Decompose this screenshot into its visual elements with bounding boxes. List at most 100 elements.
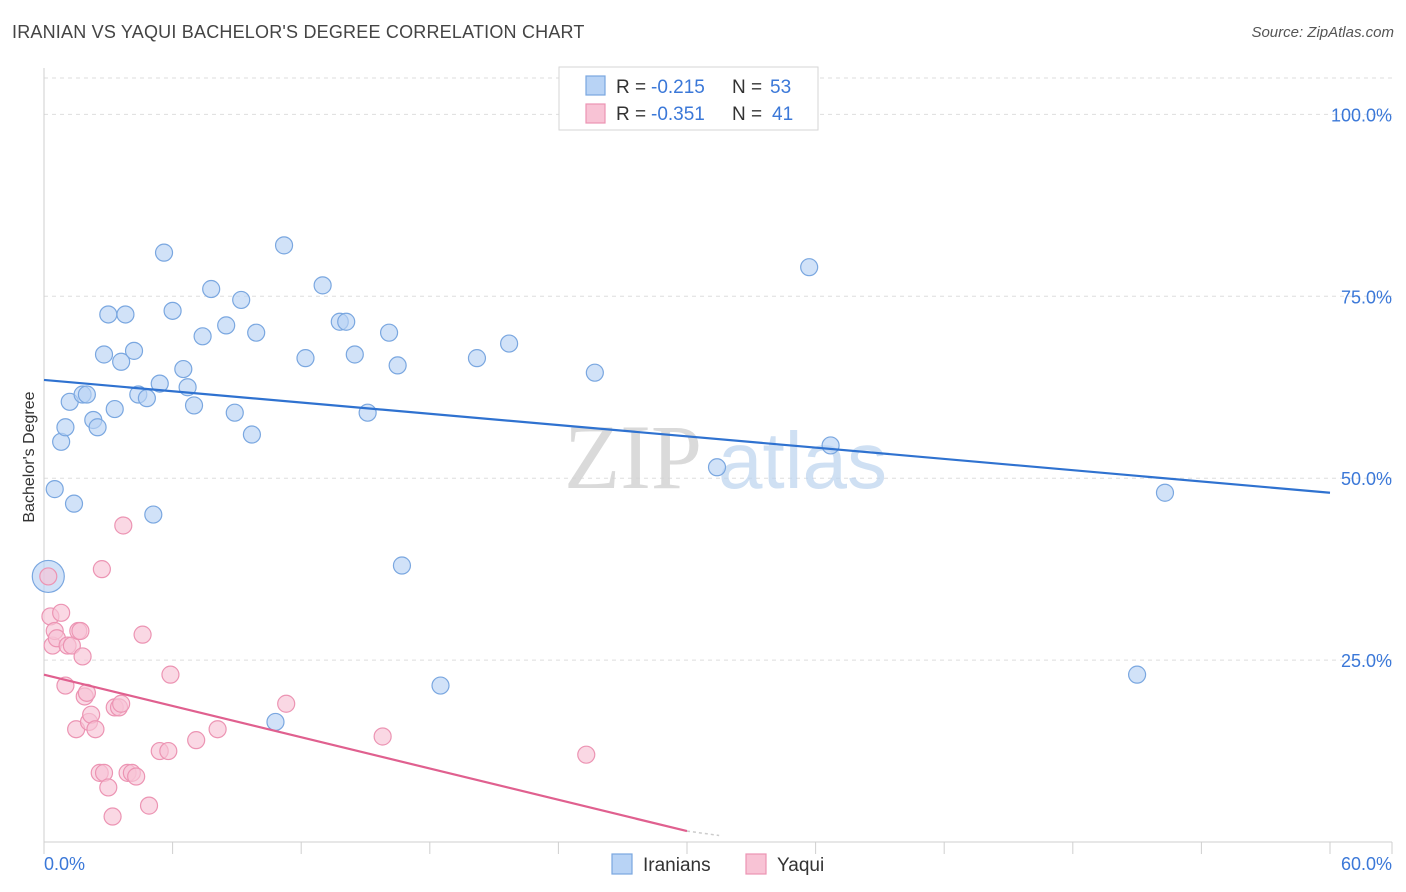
x-tick-label: 0.0% — [44, 854, 85, 874]
data-point-yaqui — [73, 647, 92, 666]
data-point-iranians — [467, 349, 487, 368]
legend-label-yaqui: Yaqui — [777, 855, 824, 876]
data-point-iranians — [150, 374, 169, 393]
data-point-iranians — [202, 279, 221, 299]
data-point-yaqui — [139, 796, 159, 815]
data-point-iranians — [94, 345, 114, 364]
watermark: ZIP atlas — [564, 406, 887, 508]
data-point-iranians — [274, 236, 294, 255]
legend-r-value: -0.215 — [651, 77, 705, 98]
correlation-legend: R = -0.215 N = 53 R = -0.351 N = 41 — [558, 66, 819, 131]
data-point-iranians — [124, 341, 144, 360]
legend-n-value: 53 — [770, 77, 791, 98]
data-point-yaqui — [208, 720, 227, 739]
legend-swatch-yaqui — [745, 853, 767, 875]
data-point-iranians — [45, 480, 64, 499]
data-point-iranians — [337, 312, 356, 331]
data-point-iranians — [163, 301, 182, 320]
trend-lines — [43, 378, 1331, 837]
data-points — [31, 236, 1175, 826]
legend-r-label: R = — [616, 77, 646, 98]
data-point-iranians — [232, 290, 251, 310]
data-point-iranians — [144, 505, 163, 524]
data-point-yaqui — [92, 560, 111, 579]
data-point-iranians — [154, 243, 174, 262]
y-tick-label: 75.0% — [1341, 287, 1392, 307]
data-point-iranians — [193, 327, 212, 346]
data-point-iranians — [1127, 665, 1147, 684]
data-point-iranians — [225, 403, 244, 422]
grid — [44, 77, 1392, 661]
watermark-zip: ZIP — [564, 406, 702, 508]
data-point-yaqui — [373, 727, 392, 746]
data-point-yaqui — [103, 807, 122, 826]
data-point-iranians — [112, 352, 131, 371]
data-point-iranians — [99, 305, 118, 324]
data-point-iranians — [242, 425, 262, 444]
legend-n-label: N = — [732, 104, 762, 125]
data-point-iranians — [77, 385, 96, 404]
trend-line-iranians — [43, 378, 1331, 494]
data-point-yaqui — [114, 516, 133, 535]
data-point-yaqui — [133, 625, 152, 644]
data-point-iranians — [296, 349, 315, 368]
data-point-iranians — [585, 363, 604, 382]
series-legend: Iranians Yaqui — [611, 853, 824, 876]
data-point-yaqui — [127, 767, 146, 786]
data-point-iranians — [500, 334, 519, 353]
data-point-iranians — [56, 418, 75, 437]
data-point-yaqui — [39, 567, 58, 586]
y-tick-label: 50.0% — [1341, 469, 1392, 489]
data-point-yaqui — [112, 694, 131, 713]
data-point-iranians — [88, 418, 107, 437]
data-point-iranians — [379, 323, 399, 342]
legend-r-label: R = — [616, 104, 646, 125]
legend-swatch-iranians — [611, 853, 633, 875]
x-tick-label: 60.0% — [1341, 854, 1392, 874]
data-point-iranians — [345, 345, 364, 364]
data-point-iranians — [217, 316, 236, 335]
data-point-iranians — [184, 396, 204, 415]
data-point-yaqui — [577, 745, 596, 764]
data-point-yaqui — [52, 603, 71, 622]
data-point-iranians — [247, 323, 266, 342]
y-tick-label: 100.0% — [1331, 105, 1392, 125]
legend-n-label: N = — [732, 77, 762, 98]
data-point-iranians — [137, 389, 156, 408]
data-point-yaqui — [71, 621, 90, 641]
legend-swatch-iranians — [585, 75, 606, 96]
trend-line-extension — [686, 830, 720, 837]
data-point-iranians — [266, 712, 285, 732]
data-point-iranians — [821, 436, 840, 455]
watermark-atlas: atlas — [718, 416, 887, 505]
y-axis-label: Bachelor's Degree — [21, 391, 38, 522]
data-point-iranians — [313, 276, 332, 295]
data-point-iranians — [174, 359, 193, 379]
legend-n-value: 41 — [772, 104, 793, 125]
data-point-iranians — [707, 458, 727, 477]
legend-swatch-yaqui — [585, 103, 606, 124]
y-tick-label: 25.0% — [1341, 651, 1392, 671]
legend-r-value: -0.351 — [651, 104, 705, 125]
data-point-yaqui — [187, 731, 206, 750]
data-point-iranians — [800, 258, 819, 277]
data-point-yaqui — [161, 665, 180, 684]
data-point-iranians — [388, 356, 407, 375]
legend-label-iranians: Iranians — [643, 855, 711, 876]
source-label: Source: ZipAtlas.com — [1251, 24, 1394, 41]
data-point-yaqui — [277, 694, 296, 713]
tick-labels: 25.0% 50.0% 75.0% 100.0% 0.0% 60.0% — [44, 105, 1392, 874]
chart-title: IRANIAN VS YAQUI BACHELOR'S DEGREE CORRE… — [12, 22, 585, 42]
data-point-iranians — [392, 556, 412, 575]
axes — [43, 68, 1393, 854]
data-point-yaqui — [99, 778, 118, 797]
data-point-iranians — [116, 305, 135, 324]
data-point-iranians — [431, 676, 450, 695]
data-point-yaqui — [86, 720, 105, 739]
data-point-iranians — [105, 399, 124, 419]
trend-line-yaqui — [43, 673, 688, 833]
data-point-iranians — [1155, 483, 1175, 502]
data-point-iranians — [64, 494, 84, 513]
data-point-yaqui — [159, 741, 178, 761]
